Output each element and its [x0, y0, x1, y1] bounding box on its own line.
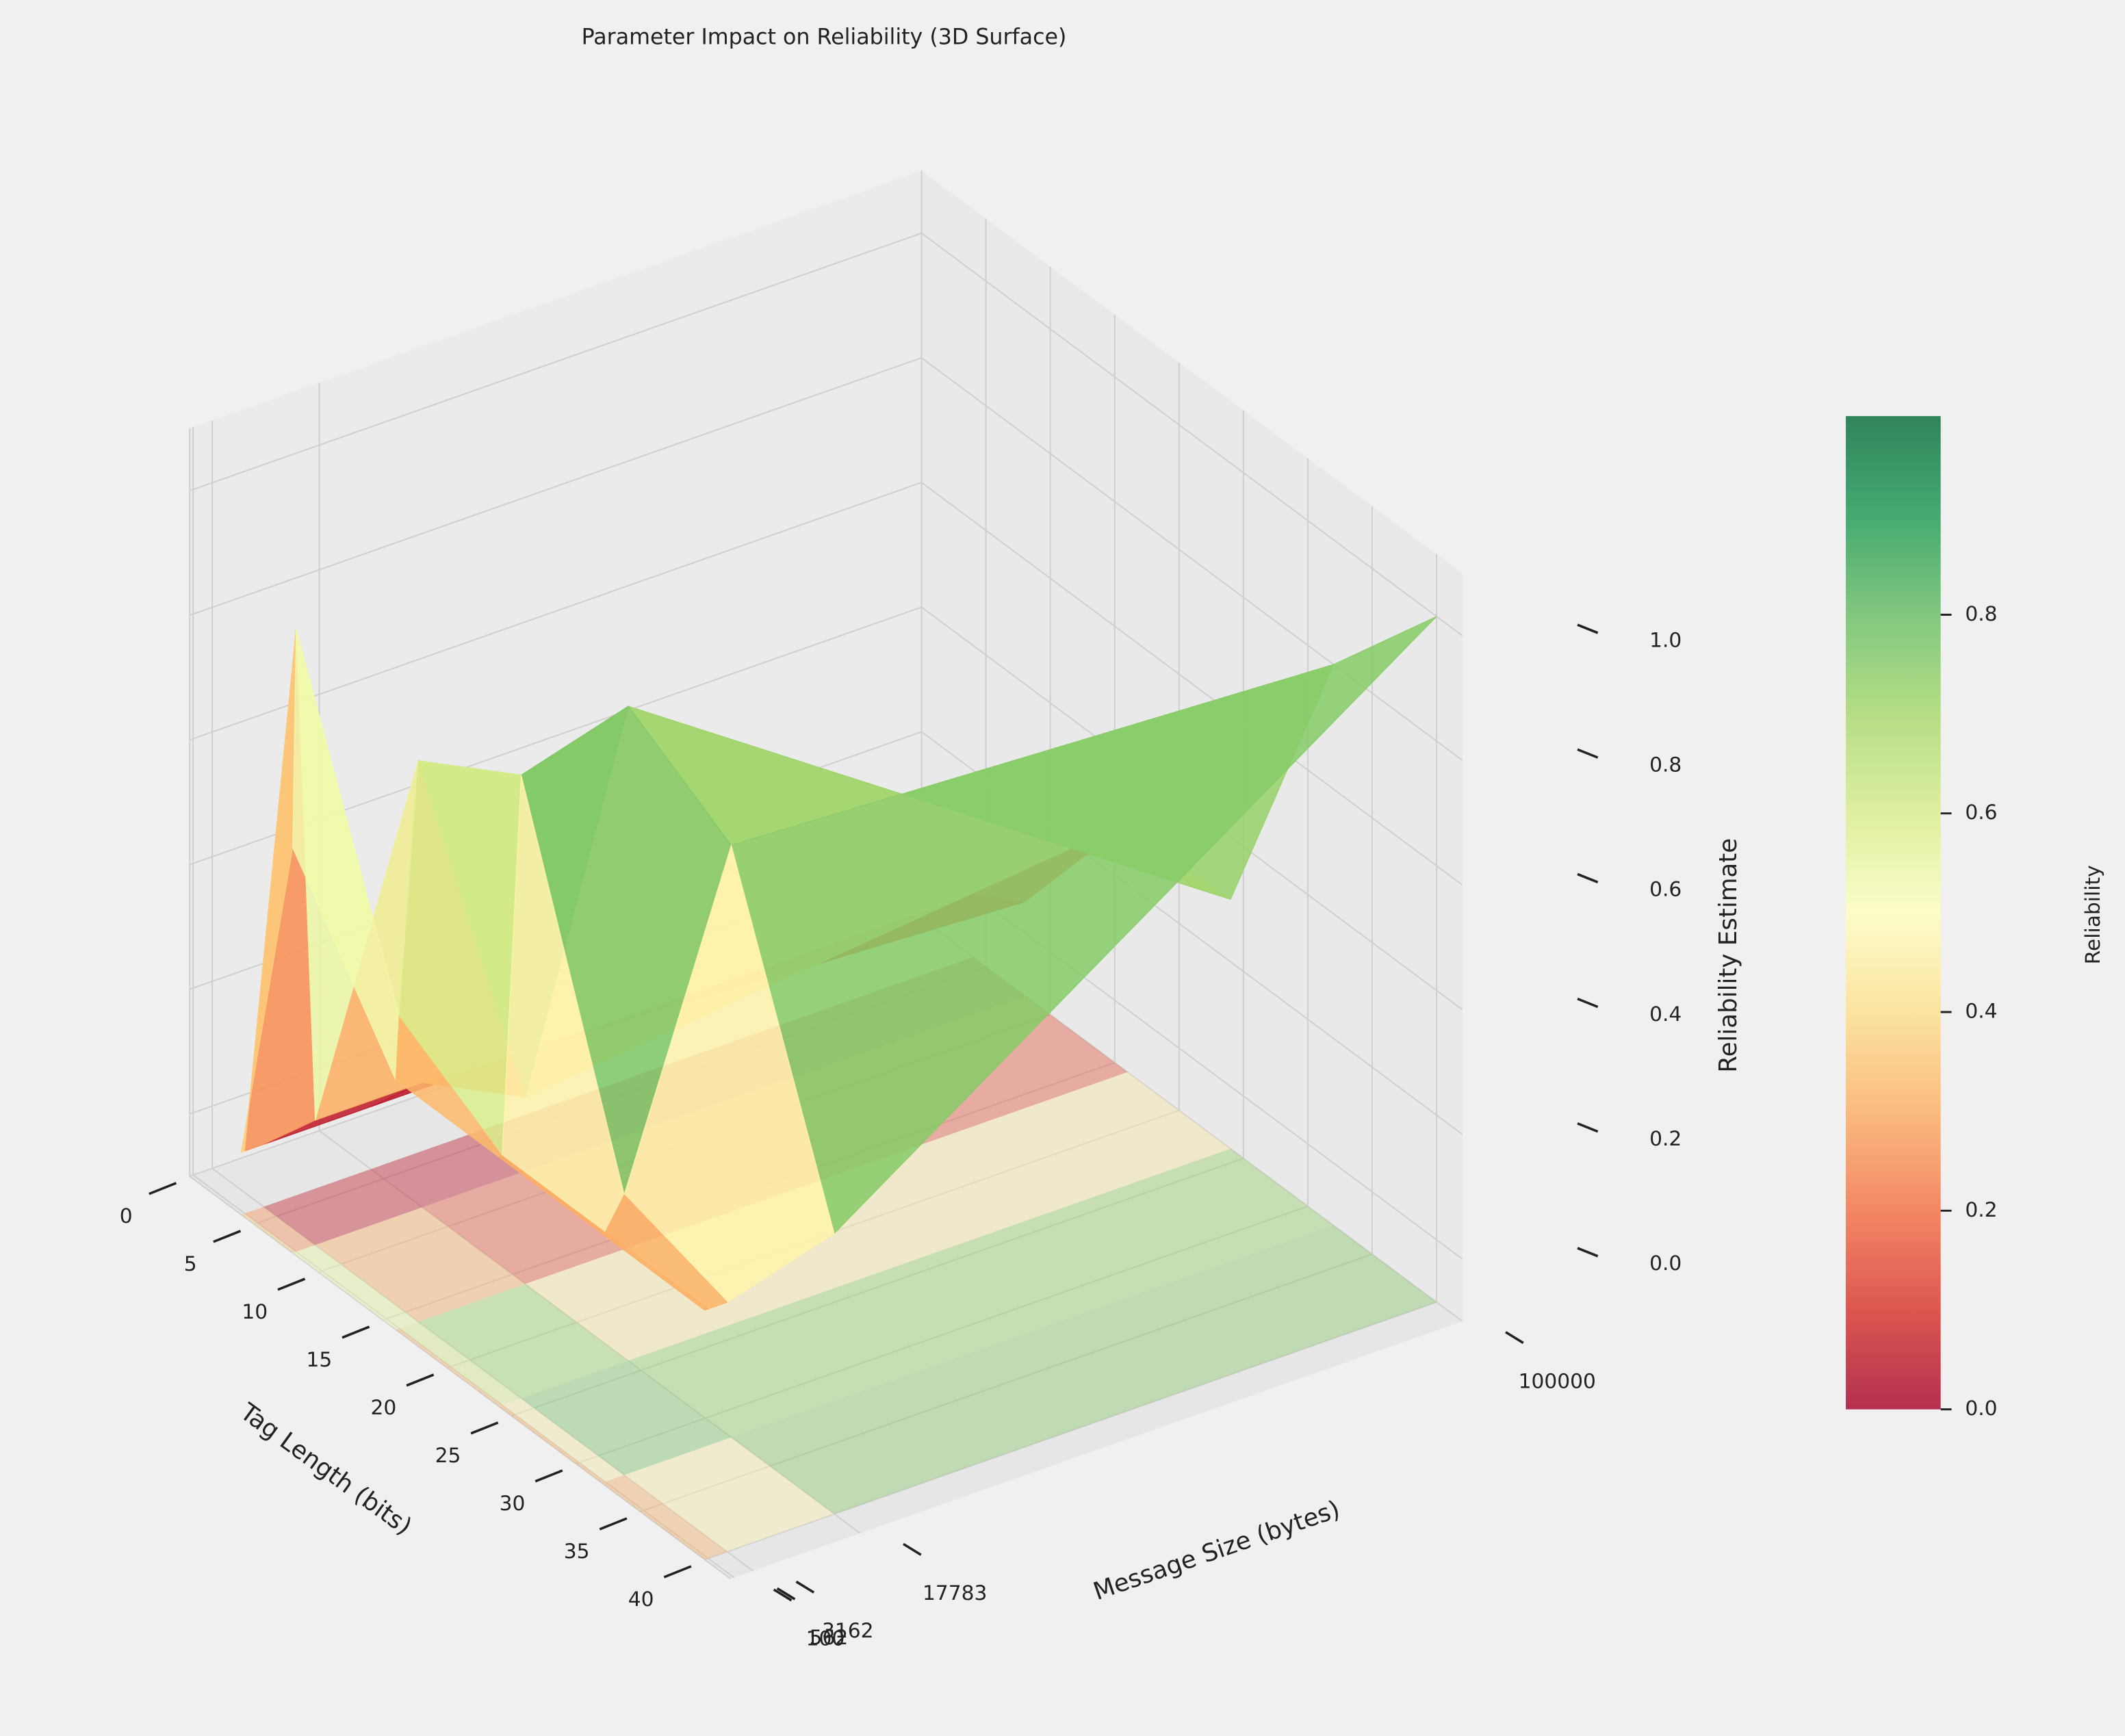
x-tick — [663, 1565, 692, 1579]
floor-cell — [418, 1284, 629, 1399]
floor-cell — [241, 1213, 296, 1254]
y-tick-label: 562 — [810, 1626, 849, 1650]
z-tick — [1577, 872, 1599, 883]
z-axis-label: Reliability Estimate — [1714, 838, 1742, 1073]
floor-cell — [602, 1481, 708, 1560]
floor-cell — [399, 1321, 521, 1405]
z-tick-label: 1.0 — [1649, 628, 1682, 652]
colorbar-tick-label: 0.8 — [1965, 602, 1997, 626]
colorbar-tick-label: 0.6 — [1965, 801, 1997, 825]
x-tick-label: 5 — [184, 1252, 197, 1276]
y-tick — [795, 1580, 815, 1594]
z-tick-label: 0.2 — [1649, 1127, 1682, 1151]
x-tick — [535, 1469, 563, 1483]
y-tick — [1505, 1331, 1524, 1345]
floor-cell — [292, 1252, 400, 1330]
z-tick — [1577, 1247, 1599, 1258]
z-tick-label: 0.4 — [1649, 1002, 1682, 1026]
y-tick-label: 17783 — [923, 1581, 987, 1605]
z-tick — [1577, 623, 1599, 634]
floor-cell — [624, 1437, 835, 1552]
colorbar-label: Reliability — [2081, 865, 2105, 964]
grid-line — [192, 427, 734, 1579]
y-tick-label: 100 — [806, 1627, 845, 1651]
x-tick — [149, 1182, 177, 1195]
z-tick — [1577, 748, 1599, 759]
colorbar-tick-label: 0.4 — [1965, 999, 1997, 1023]
chart-title: Parameter Impact on Reliability (3D Surf… — [582, 25, 1067, 50]
x-tick — [406, 1373, 435, 1387]
x-tick-label: 20 — [371, 1396, 397, 1420]
x-tick-label: 25 — [435, 1444, 461, 1468]
floor-cell — [628, 1148, 1334, 1438]
colorbar-tick-label: 0.2 — [1965, 1198, 1997, 1222]
x-tick — [213, 1230, 242, 1243]
x-tick-label: 10 — [242, 1300, 268, 1324]
floor-cell — [263, 1169, 423, 1245]
z-tick — [1577, 997, 1599, 1009]
floor-cell — [498, 1405, 606, 1484]
x-tick-label: 0 — [120, 1204, 133, 1228]
y-tick — [776, 1587, 796, 1601]
y-tick — [773, 1588, 793, 1602]
x-tick-label: 30 — [500, 1492, 526, 1516]
x-tick — [470, 1421, 499, 1435]
surface-cell — [601, 1232, 709, 1311]
z-tick-label: 0.8 — [1649, 753, 1682, 777]
z-tick-label: 0.6 — [1649, 878, 1682, 902]
floor-cell — [296, 1245, 419, 1329]
x-tick — [277, 1278, 306, 1291]
colorbar-tick-label: 0.0 — [1965, 1397, 1997, 1421]
floor-cell — [605, 1475, 727, 1559]
floor-cell — [244, 1206, 315, 1252]
grid-line — [189, 232, 1463, 636]
grid-line — [318, 383, 861, 1534]
grid-line — [189, 428, 731, 1579]
colorbar — [1846, 416, 1941, 1410]
y-tick — [903, 1542, 922, 1556]
floor-cell — [731, 1225, 1437, 1514]
z-tick — [1577, 1122, 1599, 1133]
floor-cell — [502, 1398, 625, 1482]
x-tick-label: 15 — [306, 1348, 332, 1372]
x-tick — [342, 1325, 370, 1339]
grid-line — [189, 357, 1463, 761]
y-tick-label: 100000 — [1519, 1369, 1596, 1393]
floor-cell — [315, 1207, 526, 1322]
floor-cell — [396, 1328, 502, 1407]
x-tick-label: 40 — [628, 1588, 654, 1611]
x-tick — [599, 1517, 628, 1531]
y-tick-label: 3162 — [822, 1619, 874, 1643]
surface — [240, 616, 1437, 1311]
x-tick-label: 35 — [564, 1540, 590, 1564]
grid-line — [211, 420, 754, 1572]
floor-cell — [521, 1360, 732, 1475]
z-tick-label: 0.0 — [1649, 1252, 1682, 1275]
